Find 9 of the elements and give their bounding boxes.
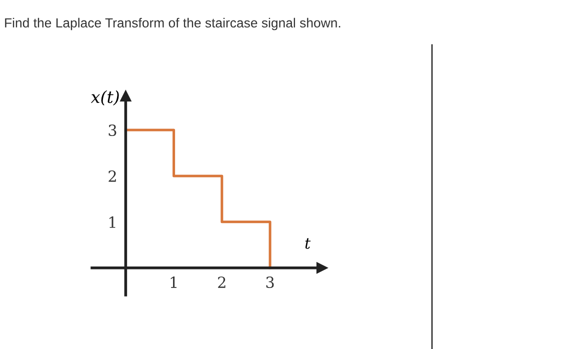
y-axis-title: x(t) <box>90 90 119 106</box>
y-tick-label: 2 <box>108 170 116 182</box>
x-tick-label: 1 <box>170 276 176 288</box>
y-tick-label: 1 <box>109 216 116 228</box>
x-axis-title: t <box>305 238 311 249</box>
chart-title: Find the Laplace Transform of the staircase signal shown. <box>5 18 340 30</box>
x-tick-label: 3 <box>266 276 274 288</box>
y-tick-label: 3 <box>108 124 116 136</box>
x-tick-label: 2 <box>218 276 226 288</box>
